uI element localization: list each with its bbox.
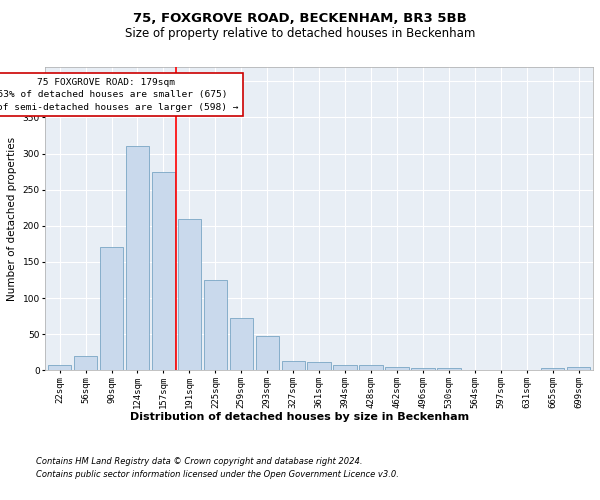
Bar (307, 362, 331, 370)
Bar (152, 172, 175, 370)
Bar (203, 280, 227, 370)
Text: Contains public sector information licensed under the Open Government Licence v3: Contains public sector information licen… (36, 470, 399, 479)
Bar (334, 365, 357, 370)
Bar (100, 248, 123, 370)
Text: 75, FOXGROVE ROAD, BECKENHAM, BR3 5BB: 75, FOXGROVE ROAD, BECKENHAM, BR3 5BB (133, 12, 467, 26)
Text: Size of property relative to detached houses in Beckenham: Size of property relative to detached ho… (125, 28, 475, 40)
Bar (256, 336, 279, 370)
Bar (230, 318, 253, 370)
Bar (74, 356, 97, 370)
Text: Contains HM Land Registry data © Crown copyright and database right 2024.: Contains HM Land Registry data © Crown c… (36, 458, 362, 466)
Y-axis label: Number of detached properties: Number of detached properties (7, 136, 17, 300)
Bar (126, 146, 149, 370)
Bar (48, 365, 71, 370)
Bar (437, 368, 461, 370)
Bar (385, 366, 409, 370)
Bar (412, 368, 435, 370)
Bar (359, 365, 383, 370)
Text: 75 FOXGROVE ROAD: 179sqm
← 53% of detached houses are smaller (675)
47% of semi-: 75 FOXGROVE ROAD: 179sqm ← 53% of detach… (0, 78, 239, 112)
Bar (178, 218, 201, 370)
Bar (541, 368, 565, 370)
Bar (281, 361, 305, 370)
Text: Distribution of detached houses by size in Beckenham: Distribution of detached houses by size … (130, 412, 470, 422)
Bar (567, 368, 590, 370)
